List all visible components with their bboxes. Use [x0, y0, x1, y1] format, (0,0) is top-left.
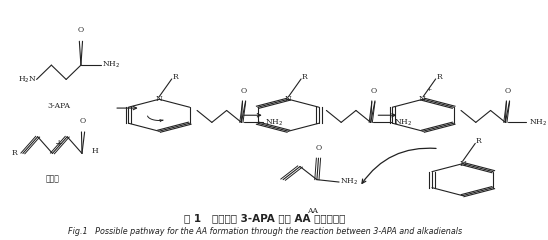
Text: NH$_2$: NH$_2$	[340, 177, 358, 187]
Text: AA: AA	[307, 207, 318, 215]
Text: 3-APA: 3-APA	[47, 102, 70, 110]
Text: NH$_2$: NH$_2$	[102, 60, 121, 70]
Text: R: R	[476, 137, 482, 145]
Text: NH$_2$: NH$_2$	[529, 117, 547, 128]
Text: NH$_2$: NH$_2$	[265, 117, 283, 128]
Text: R: R	[436, 72, 442, 81]
Text: R: R	[12, 150, 17, 157]
Text: Fig.1   Possible pathway for the AA formation through the reaction between 3-APA: Fig.1 Possible pathway for the AA format…	[67, 227, 462, 236]
Text: R: R	[172, 72, 178, 81]
Text: 图 1   二烯醛与 3-APA 形成 AA 的可能途径: 图 1 二烯醛与 3-APA 形成 AA 的可能途径	[184, 213, 345, 223]
Text: O: O	[505, 87, 511, 95]
Text: O: O	[316, 144, 322, 152]
Text: R: R	[301, 72, 307, 81]
Text: +: +	[427, 87, 432, 92]
Text: 二烯醛: 二烯醛	[45, 176, 59, 184]
Text: O: O	[80, 117, 86, 125]
FancyArrowPatch shape	[362, 148, 436, 183]
Text: +: +	[55, 139, 63, 148]
Text: H$_2$N: H$_2$N	[18, 74, 37, 85]
Text: N: N	[419, 95, 425, 103]
Text: N: N	[156, 95, 162, 103]
Text: O: O	[241, 87, 247, 95]
Text: N: N	[285, 95, 292, 103]
Text: H: H	[92, 147, 98, 155]
Text: O: O	[78, 26, 84, 34]
Text: N: N	[459, 160, 466, 168]
Text: O: O	[370, 87, 376, 95]
Text: NH$_2$: NH$_2$	[395, 117, 413, 128]
